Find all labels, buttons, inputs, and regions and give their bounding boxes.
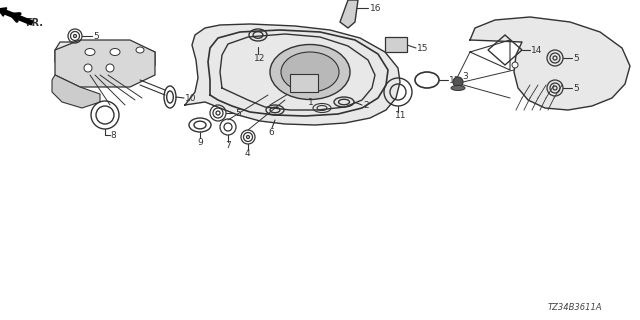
- Text: 9: 9: [197, 138, 203, 147]
- Text: 3: 3: [462, 71, 468, 81]
- Text: TZ34B3611A: TZ34B3611A: [548, 303, 603, 312]
- Ellipse shape: [85, 49, 95, 55]
- Ellipse shape: [110, 49, 120, 55]
- Text: 14: 14: [531, 45, 542, 54]
- Ellipse shape: [136, 47, 144, 53]
- Circle shape: [512, 62, 518, 68]
- Circle shape: [84, 64, 92, 72]
- Text: FR.: FR.: [25, 18, 43, 28]
- Text: 5: 5: [573, 53, 579, 62]
- Text: 11: 11: [395, 110, 406, 119]
- Text: 16: 16: [370, 4, 381, 12]
- Text: 10: 10: [185, 93, 196, 102]
- Text: 1: 1: [308, 98, 314, 107]
- Polygon shape: [55, 40, 155, 87]
- Polygon shape: [52, 75, 100, 108]
- Ellipse shape: [281, 52, 339, 92]
- Text: 4: 4: [245, 148, 251, 157]
- Circle shape: [106, 64, 114, 72]
- Polygon shape: [185, 24, 400, 125]
- Ellipse shape: [270, 44, 350, 100]
- Polygon shape: [340, 0, 358, 28]
- Text: 8: 8: [110, 131, 116, 140]
- Text: 5: 5: [235, 108, 241, 117]
- Polygon shape: [470, 17, 630, 110]
- Text: 12: 12: [254, 53, 266, 62]
- Text: 2: 2: [363, 100, 369, 109]
- Circle shape: [453, 77, 463, 87]
- Text: 5: 5: [573, 84, 579, 92]
- Text: 7: 7: [225, 140, 231, 149]
- FancyArrow shape: [0, 8, 33, 25]
- Text: 15: 15: [417, 44, 429, 52]
- Polygon shape: [55, 42, 155, 72]
- Ellipse shape: [451, 85, 465, 91]
- Bar: [385, 37, 407, 52]
- Text: 13: 13: [449, 76, 461, 84]
- Bar: [290, 74, 318, 92]
- Text: 6: 6: [268, 127, 274, 137]
- Text: 5: 5: [93, 31, 99, 41]
